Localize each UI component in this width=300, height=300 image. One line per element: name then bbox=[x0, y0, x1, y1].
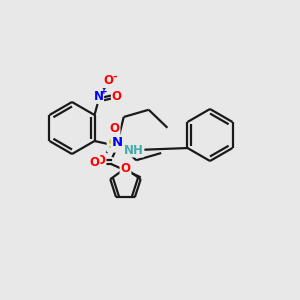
Text: O: O bbox=[103, 74, 113, 88]
Text: O: O bbox=[110, 122, 119, 136]
Text: +: + bbox=[100, 86, 107, 95]
Text: S: S bbox=[108, 139, 117, 152]
Text: -: - bbox=[112, 72, 117, 82]
Text: NH: NH bbox=[124, 143, 143, 157]
Text: N: N bbox=[112, 136, 123, 149]
Text: O: O bbox=[95, 154, 106, 166]
Text: O: O bbox=[89, 156, 100, 169]
Text: O: O bbox=[121, 162, 130, 175]
Text: O: O bbox=[112, 91, 122, 103]
Text: N: N bbox=[94, 89, 103, 103]
